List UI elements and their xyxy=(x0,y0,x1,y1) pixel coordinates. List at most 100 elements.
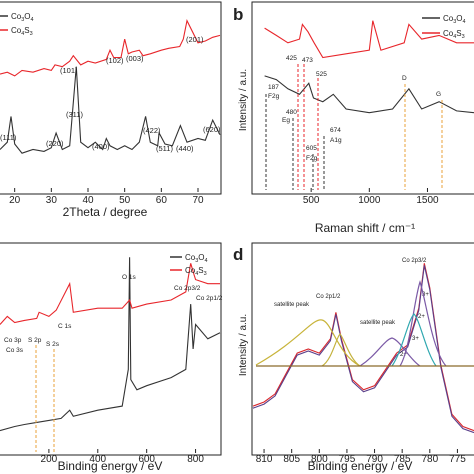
series-line-a-0 xyxy=(0,66,221,154)
panel-d-fit-components xyxy=(255,280,474,367)
panel-a-annotations: (111) (220) (311) (400) (422) (511) (440… xyxy=(0,35,221,153)
x-tick-label-a-4: 60 xyxy=(156,195,168,206)
annotation-620: (620) xyxy=(203,125,221,134)
x-tick-label-a-1: 30 xyxy=(46,195,58,206)
annotation-473: 473 xyxy=(302,57,313,64)
panel-c-legend: Co3O4 Co4S3 xyxy=(170,253,208,277)
annotation-187: 187 xyxy=(268,84,279,91)
series-line-d-0 xyxy=(252,263,474,432)
legend-label-co3o4-c: Co3O4 xyxy=(185,253,208,264)
panel-d-x-ticks: 810 805 800 795 790 785 780 775 xyxy=(256,449,466,465)
annotation-3plus-2: 3+ xyxy=(412,336,419,342)
panel-c: 200 400 600 800 Binding energy / eV Co3O4 C… xyxy=(0,242,223,473)
panel-a-frame xyxy=(0,1,222,195)
annotation-2plus-2: 2+ xyxy=(400,352,407,358)
annotation-o1s: O 1s xyxy=(122,274,136,281)
panel-b-legend: Co3O4 Co4S3 xyxy=(422,14,466,40)
panel-b-x-ticks: 500 1000 1500 xyxy=(303,188,439,206)
panel-a-xlabel: 2Theta / degree xyxy=(63,205,148,219)
panel-b-frame xyxy=(251,1,474,195)
series-line-c-1 xyxy=(0,263,220,325)
legend-label-co3o4-b: Co3O4 xyxy=(443,14,466,25)
annotation-co2p12-d: Co 2p1/2 xyxy=(316,294,341,300)
annotation-102: (102) xyxy=(106,56,124,65)
annotation-g: G xyxy=(436,91,441,98)
annotation-2plus-1: 2+ xyxy=(418,314,425,320)
x-tick-label-c-0: 200 xyxy=(41,454,58,465)
panel-b-ylabel: Intensity / a.u. xyxy=(238,69,249,131)
annotation-201: (201) xyxy=(186,35,204,44)
annotation-674: 674 xyxy=(330,127,341,134)
panel-d-ylabel: Intensity / a.u. xyxy=(238,314,249,376)
annotation-422: (422) xyxy=(143,126,161,135)
panel-a-legend: Co3O4 Co4S3 xyxy=(0,12,34,37)
annotation-525: 525 xyxy=(316,71,327,78)
x-tick-label-a-2: 40 xyxy=(82,195,94,206)
legend-label-co4s3-b: Co4S3 xyxy=(443,29,465,40)
panel-c-xlabel: Binding energy / eV xyxy=(58,459,163,473)
annotation-co3s: Co 3s xyxy=(6,347,24,354)
x-tick-label-b-0: 500 xyxy=(303,195,320,206)
series-line-d-1 xyxy=(252,265,474,434)
x-tick-label-a-3: 50 xyxy=(119,195,131,206)
x-tick-label-c-3: 800 xyxy=(187,454,204,465)
annotation-605: 605 xyxy=(306,145,317,152)
panel-b-annotations: 187 F2g 480 Eg 425 473 525 605 F2g 674 A… xyxy=(268,55,441,162)
series-line-c-0 xyxy=(0,257,221,432)
panel-d: d 810 805 800 795 790 785 780 775 Binding energ… xyxy=(233,242,474,473)
x-tick-label-d-4: 790 xyxy=(366,454,383,465)
annotation-s2p: S 2p xyxy=(28,337,42,344)
panel-d-annotations: satellite peak Co 2p1/2 satellite peak C… xyxy=(274,258,429,358)
legend-label-co4s3-c: Co4S3 xyxy=(185,266,207,277)
annotation-eg: Eg xyxy=(282,117,290,124)
annotation-co2p32-d: Co 2p3/2 xyxy=(402,258,427,264)
x-tick-label-a-5: 70 xyxy=(192,195,204,206)
annotation-f2g-1: F2g xyxy=(268,93,280,100)
panel-c-x-ticks: 200 400 600 800 xyxy=(41,449,204,465)
legend-label-co4s3-a: Co4S3 xyxy=(11,26,33,37)
x-tick-label-d-0: 810 xyxy=(256,454,273,465)
panel-b-letter: b xyxy=(233,5,243,24)
panel-a: 20 30 40 50 60 70 2Theta / degree Co3O4 Co4S3… xyxy=(0,1,222,219)
annotation-c1s: C 1s xyxy=(58,323,72,330)
panel-b-xlabel: Raman shift / cm⁻¹ xyxy=(315,221,415,235)
x-tick-label-d-7: 775 xyxy=(449,454,466,465)
annotation-a1g: A1g xyxy=(330,137,342,144)
annotation-satellite-2: satellite peak xyxy=(360,320,396,326)
annotation-f2g-2: F2g xyxy=(306,155,318,162)
x-tick-label-b-2: 1500 xyxy=(416,195,439,206)
panel-c-frame xyxy=(0,242,222,456)
annotation-480: 480 xyxy=(286,109,297,116)
annotation-425: 425 xyxy=(286,55,297,62)
x-tick-label-d-1: 805 xyxy=(283,454,300,465)
x-tick-label-c-2: 600 xyxy=(138,454,155,465)
panel-c-marker-lines xyxy=(35,345,55,452)
x-tick-label-d-3: 795 xyxy=(339,454,356,465)
x-tick-label-b-1: 1000 xyxy=(358,195,381,206)
x-tick-label-d-5: 785 xyxy=(394,454,411,465)
annotation-s2s: S 2s xyxy=(46,341,60,348)
panel-d-xlabel: Binding energy / eV xyxy=(308,459,413,473)
panel-b: b 500 1000 1500 Raman shift / cm⁻¹ Intensi… xyxy=(233,1,474,235)
annotation-111: (111) xyxy=(0,133,17,142)
panel-b-marker-lines xyxy=(265,64,443,190)
x-tick-label-d-6: 780 xyxy=(421,454,438,465)
panel-a-plot xyxy=(0,19,221,154)
panel-a-x-ticks: 20 30 40 50 60 70 xyxy=(9,188,204,206)
annotation-220: (220) xyxy=(46,139,64,148)
annotation-d: D xyxy=(402,75,407,82)
annotation-101: (101) xyxy=(60,66,78,75)
panel-c-plot xyxy=(0,257,221,432)
panel-d-letter: d xyxy=(233,245,243,264)
annotation-3plus-1: 3+ xyxy=(422,292,429,298)
panel-d-plot xyxy=(252,263,474,434)
annotation-511: (511) xyxy=(156,144,173,153)
series-line-b-1 xyxy=(264,20,474,59)
x-tick-label-a-0: 20 xyxy=(9,195,21,206)
x-tick-label-d-2: 800 xyxy=(311,454,328,465)
annotation-003: (003) xyxy=(126,54,144,63)
annotation-440: (440) xyxy=(176,144,194,153)
legend-label-co3o4-a: Co3O4 xyxy=(11,12,34,23)
annotation-co3p: Co 3p xyxy=(4,337,22,344)
